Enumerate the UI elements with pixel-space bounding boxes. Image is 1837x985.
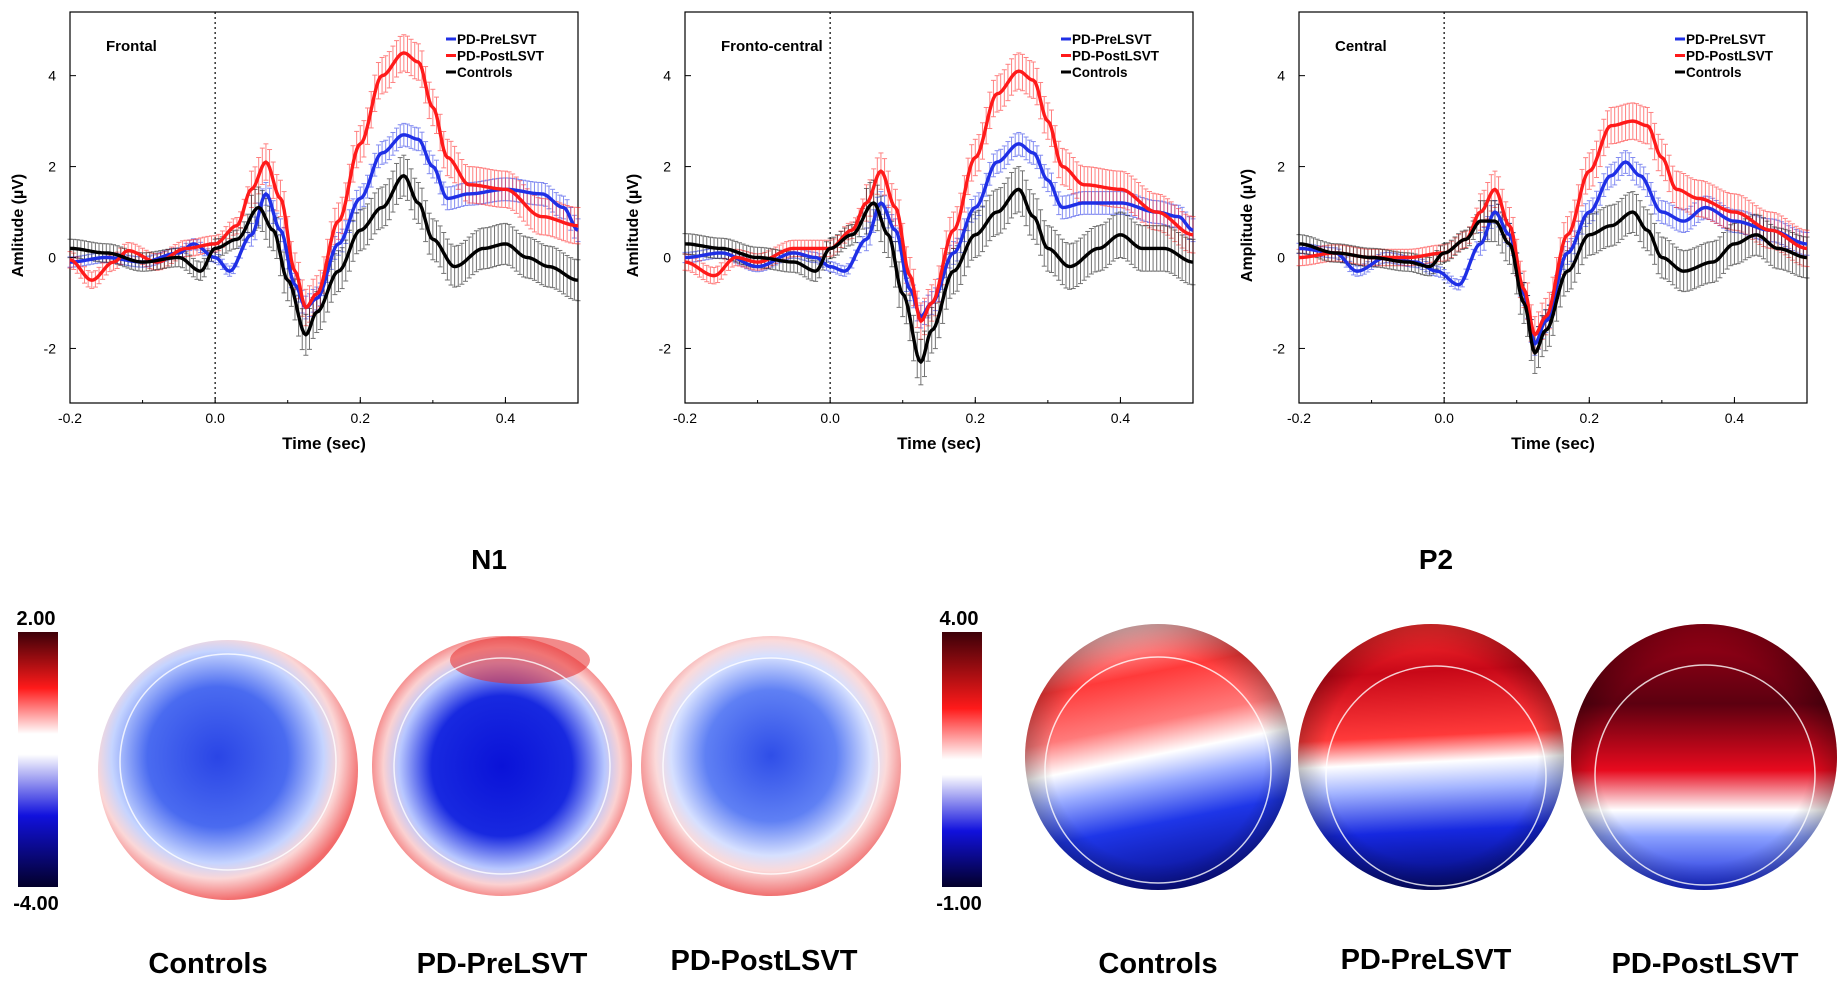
- p2-label-pd-prelsvt: PD-PreLSVT: [1340, 944, 1512, 976]
- y-tick-label: 2: [663, 159, 671, 175]
- legend-label: PD-PreLSVT: [1072, 32, 1152, 47]
- n1-topomap-pd-postlsvt: [641, 636, 901, 896]
- n1-section-title: N1: [471, 544, 507, 575]
- plot-frame-1: [69, 11, 579, 404]
- region-title: Fronto-central: [721, 38, 823, 55]
- y-tick-label: 2: [48, 159, 56, 175]
- region-title: Central: [1335, 38, 1387, 55]
- y-tick-label: 4: [1277, 68, 1285, 84]
- x-tick-label: -0.2: [673, 410, 697, 426]
- y-tick-label: 4: [48, 68, 56, 84]
- n1-topomap-controls-outline: [119, 653, 337, 871]
- x-tick-label: 0.2: [966, 410, 986, 426]
- n1-label-controls: Controls: [148, 948, 268, 980]
- x-tick-label: 0.4: [496, 410, 516, 426]
- p2-colorbar-max: 4.00: [939, 608, 979, 630]
- x-tick-label: 0.0: [820, 410, 840, 426]
- y-tick-label: 0: [1277, 250, 1285, 266]
- x-tick-label: -0.2: [58, 410, 82, 426]
- p2-colorbar: [942, 632, 982, 887]
- legend-label: PD-PostLSVT: [1686, 49, 1774, 64]
- p2-topomap-controls-shade: [1025, 624, 1291, 890]
- x-axis-label: Time (sec): [282, 434, 366, 453]
- x-tick-label: 0.0: [205, 410, 225, 426]
- n1-topomap-pd-prelsvt: [372, 636, 632, 896]
- y-axis-label: Amplitude (µV): [1239, 169, 1256, 282]
- y-tick-label: -2: [44, 340, 57, 356]
- y-axis-label: Amlitude (µV): [10, 174, 27, 277]
- legend-label: PD-PostLSVT: [457, 49, 545, 64]
- n1-topomap-pd-postlsvt-outline: [662, 657, 880, 875]
- series-line-controls: [69, 174, 579, 337]
- n1-colorbar-min: -4.00: [13, 893, 59, 915]
- p2-label-pd-postlsvt: PD-PostLSVT: [1611, 948, 1799, 980]
- region-title: Frontal: [106, 38, 157, 55]
- y-tick-label: 4: [663, 68, 671, 84]
- legend-label: Controls: [1686, 65, 1742, 80]
- p2-topomap-controls-outline: [1044, 656, 1272, 884]
- x-tick-label: 0.2: [1580, 410, 1600, 426]
- x-tick-label: 0.0: [1434, 410, 1454, 426]
- y-tick-label: 0: [663, 250, 671, 266]
- series-line-controls: [1299, 210, 1808, 355]
- n1-colorbar-max: 2.00: [16, 608, 56, 630]
- x-tick-label: -0.2: [1287, 410, 1311, 426]
- y-axis-label: Amlitude (µV): [625, 174, 642, 277]
- n1-colorbar: [18, 632, 58, 887]
- erp-panel-1: [67, 11, 581, 404]
- legend-label: PD-PostLSVT: [1072, 49, 1160, 64]
- p2-section-title: P2: [1418, 544, 1454, 575]
- y-tick-label: -2: [659, 340, 672, 356]
- x-axis-label: Time (sec): [1511, 434, 1595, 453]
- p2-colorbar-min: -1.00: [936, 893, 982, 915]
- y-tick-label: 2: [1277, 159, 1285, 175]
- n1-topomap-pd-prelsvt-outline: [393, 657, 611, 875]
- p2-topomap-pd-prelsvt-outline: [1325, 665, 1547, 887]
- legend-label: Controls: [1072, 65, 1128, 80]
- n1-topomap-controls: [98, 640, 358, 900]
- p2-label-controls: Controls: [1098, 948, 1218, 980]
- y-tick-label: 0: [48, 250, 56, 266]
- p2-topomap-pd-postlsvt-outline: [1594, 664, 1816, 886]
- n1-label-pd-postlsvt: PD-PostLSVT: [670, 945, 858, 977]
- n1-label-pd-prelsvt: PD-PreLSVT: [416, 948, 588, 980]
- x-tick-label: 0.4: [1725, 410, 1745, 426]
- erp-panel-3: [1296, 11, 1810, 404]
- y-tick-label: -2: [1273, 340, 1286, 356]
- series-line-controls: [685, 187, 1194, 364]
- p2-topomap-pd-postlsvt-shade: [1571, 624, 1837, 890]
- x-axis-label: Time (sec): [897, 434, 981, 453]
- erp-panel-2: [682, 11, 1196, 404]
- legend-label: PD-PreLSVT: [1686, 32, 1766, 47]
- x-tick-label: 0.2: [351, 410, 371, 426]
- legend-label: Controls: [457, 65, 513, 80]
- x-tick-label: 0.4: [1111, 410, 1131, 426]
- erp-panels: -0.2 0.0 0.2 0.4 -2 0 2 4 Time (sec) Amlitude (µV…: [10, 11, 1810, 453]
- p2-topomap-pd-prelsvt-shade: [1298, 624, 1564, 890]
- legend-label: PD-PreLSVT: [457, 32, 537, 47]
- topomap-section: [18, 624, 1837, 900]
